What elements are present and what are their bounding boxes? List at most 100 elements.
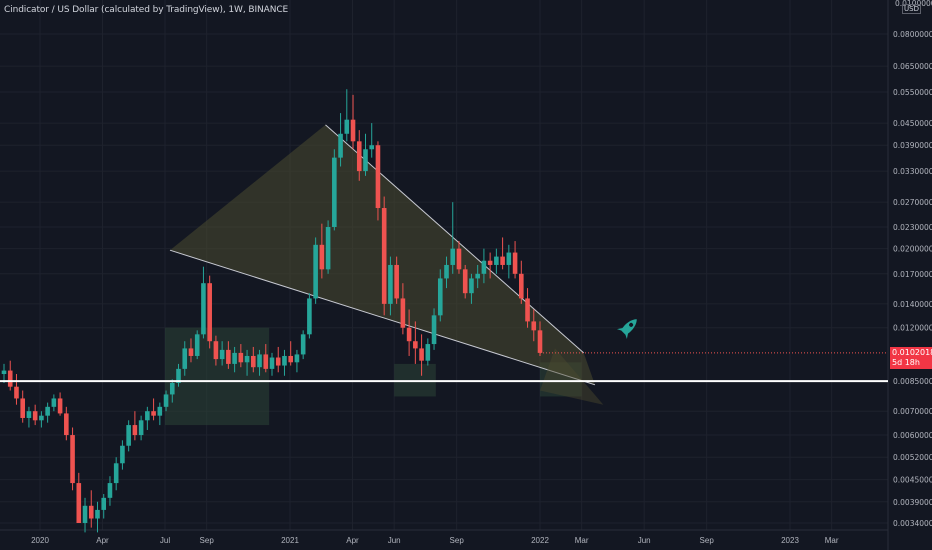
candle-body: [219, 349, 225, 360]
candle-body: [182, 348, 188, 369]
candle-body: [32, 411, 38, 421]
candle-body: [26, 411, 32, 418]
last-price-badge: 0.01020184 5d 18h: [890, 347, 932, 369]
candle-body: [344, 119, 350, 134]
candle-body: [169, 382, 175, 395]
candle-body: [263, 354, 269, 369]
candle-body: [519, 273, 524, 299]
x-tick-label: Sep: [450, 536, 465, 545]
candle-body: [151, 411, 156, 416]
candle-body: [138, 420, 144, 436]
candle-body: [7, 370, 13, 387]
rocket-icon: [616, 319, 637, 340]
candle-body: [425, 344, 431, 361]
candle-body: [307, 298, 312, 335]
candle-body: [400, 298, 406, 328]
x-tick-label: Sep: [200, 536, 215, 545]
x-tick-label: Mar: [825, 536, 839, 545]
candle-body: [475, 273, 480, 279]
candle-body: [132, 425, 138, 436]
candle-body: [251, 355, 256, 368]
x-tick-label: Mar: [575, 536, 589, 545]
candle-body: [120, 445, 125, 464]
candle-body: [325, 227, 331, 270]
candle-body: [88, 505, 94, 519]
candle-body: [1, 370, 7, 375]
x-tick-label: 2022: [531, 536, 549, 545]
x-tick-label: Apr: [346, 536, 359, 545]
candle-body: [294, 354, 300, 363]
candle-body: [244, 355, 250, 363]
candle-body: [363, 149, 368, 172]
candle-body: [188, 348, 194, 356]
candle-body: [462, 269, 468, 294]
x-tick-label: 2023: [781, 536, 799, 545]
candle-body: [413, 341, 418, 349]
candle-body: [537, 330, 543, 353]
candle-body: [300, 334, 306, 355]
candle-body: [14, 386, 19, 399]
candle-body: [82, 505, 88, 523]
x-tick-label: Sep: [700, 536, 715, 545]
candle-body: [375, 145, 381, 209]
candle-body: [288, 355, 293, 363]
candle-body: [332, 157, 337, 228]
candle-body: [406, 327, 412, 342]
candle-body: [444, 264, 449, 279]
candle-body: [70, 435, 75, 484]
candle-body: [494, 256, 499, 265]
candle-body: [487, 260, 493, 265]
candle-body: [113, 463, 119, 484]
candle-body: [450, 248, 456, 265]
candle-body: [95, 509, 100, 519]
candle-body: [431, 315, 437, 345]
candle-body: [126, 425, 131, 446]
candle-body: [456, 248, 462, 270]
candle-body: [207, 283, 212, 342]
bar-countdown: 5d 18h: [892, 358, 920, 367]
candle-body: [20, 398, 25, 418]
candle-body: [57, 398, 63, 414]
wedge-support-line: [169, 249, 596, 386]
last-price-value: 0.01020184: [892, 348, 932, 357]
candle-body: [388, 264, 393, 304]
symbol-legend: Cindicator / US Dollar (calculated by Tr…: [4, 5, 289, 15]
x-tick-label: Jul: [160, 536, 170, 545]
currency-badge[interactable]: USD: [902, 4, 921, 14]
candle-body: [232, 352, 237, 364]
candle-body: [338, 133, 343, 158]
x-tick-label: Jun: [638, 536, 651, 545]
candle-body: [512, 252, 518, 274]
candle-body: [394, 264, 399, 299]
candle-body: [437, 278, 443, 316]
candle-body: [64, 413, 69, 436]
candle-body: [176, 368, 181, 383]
candle-body: [39, 415, 44, 421]
candle-body: [381, 208, 387, 304]
x-tick-label: Apr: [96, 536, 109, 545]
candle-body: [319, 244, 325, 270]
candle-body: [356, 141, 362, 172]
candle-body: [525, 298, 530, 322]
candle-body: [157, 406, 163, 416]
candle-body: [238, 352, 244, 363]
candle-body: [275, 357, 281, 366]
wedge-resistance-line: [325, 124, 584, 354]
x-tick-label: Jun: [388, 536, 401, 545]
projection-triangle: [540, 348, 604, 405]
